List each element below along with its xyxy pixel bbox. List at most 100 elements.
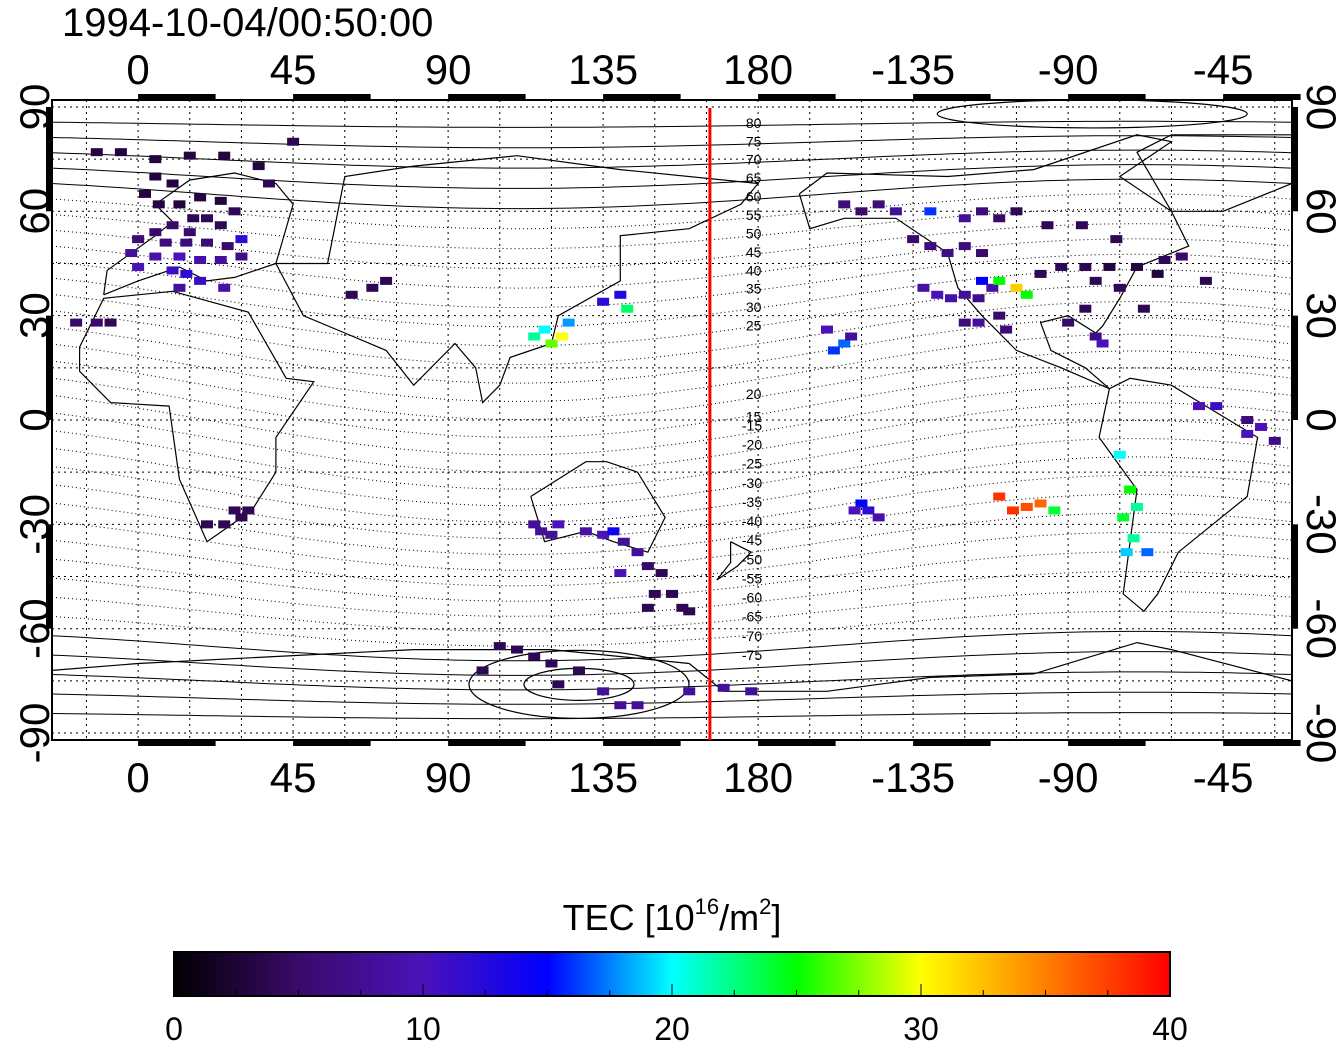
coastline-segment [103,172,294,296]
x-tick-label-bottom: 45 [270,754,317,801]
tec-point [976,276,988,285]
tec-point [214,196,227,205]
frame-bar-top [758,94,836,100]
frame-bar-top [603,94,681,100]
tec-point [917,283,930,292]
tec-point [1175,252,1188,261]
tec-point [173,252,186,261]
tec-point [1089,276,1102,285]
tec-point [287,137,300,146]
tec-point [545,530,558,539]
mag-contour-label: 50 [746,225,762,241]
mag-contour-label: 30 [746,299,762,315]
colorbar-title-exp: 16 [695,894,719,919]
tec-point [562,318,575,327]
mag-contour-line [52,419,1292,490]
colorbar-title-suffix: ] [771,897,781,938]
y-tick-label-right: 30 [1298,292,1344,339]
tec-point [924,207,937,216]
y-tick-label-right: -60 [1298,598,1344,659]
tec-point [166,221,179,230]
contour-labels: 80 75 70 65 60 55 50 45 40 35 30 25 20 15-15 -20 -25 -30… [742,115,762,663]
tec-point [907,235,920,244]
tec-point [1034,269,1047,278]
tec-point [976,249,988,258]
colorbar-tick-label: 10 [405,1011,441,1047]
tec-point [986,283,999,292]
map-title: 1994-10-04/00:50:00 [62,1,433,45]
mag-contour-line [52,402,1292,473]
frame-bar-top [138,94,216,100]
y-tick-label-right: 0 [1298,408,1344,431]
y-tick-labels-right: 90 60 30 0 -30 -60 -90 [1298,84,1344,764]
mag-contour-label: 70 [746,152,762,168]
mag-contour-label: 40 [746,262,762,278]
mag-pole-ring-south-outer [468,649,690,719]
y-tick-label-left: 60 [11,188,58,235]
frame-bar-bottom [448,740,526,746]
mag-contour-line [52,438,1292,507]
y-tick-label-right: -90 [1298,703,1344,764]
y-tick-label-left: 90 [11,84,58,131]
frame-bar-left [46,315,52,420]
tec-point [1113,450,1126,459]
tec-point [845,332,858,341]
mag-contour-line [52,333,1292,402]
mag-contour-line [52,651,1292,676]
mag-contour-line [52,671,1292,691]
mag-contour-line [52,493,1292,556]
mag-pole-ring-north [936,100,1248,129]
tec-point [159,238,172,247]
frame-bar-right [1292,106,1298,212]
x-tick-labels-bottom: 0 45 90 135 180 -135 -90 -45 [126,754,1253,801]
colorbar-tick-label: 30 [903,1011,939,1047]
tec-point [235,252,248,261]
tec-point [1110,235,1123,244]
tec-point [194,193,207,202]
tec-point [139,189,151,198]
tec-point [228,207,241,216]
mag-contour-label: 60 [746,189,762,205]
coastline-segment [716,541,753,581]
mag-contour-line [52,630,1292,662]
tec-point [528,332,541,341]
magnetic-latitude-contours [52,100,1292,720]
mag-contour-label: -40 [742,513,762,529]
tec-point [1113,283,1126,292]
frame-bar-bottom [913,740,991,746]
tec-point [1141,548,1154,557]
mag-contour-line [52,474,1292,540]
tec-point [573,666,585,675]
tec-point [1127,534,1140,543]
coastline-segment [79,290,315,543]
tec-point [972,318,985,327]
tec-point [1007,506,1019,515]
mag-contour-line [52,532,1292,587]
x-tick-label-bottom: -45 [1193,754,1254,801]
x-tick-label-top: 90 [425,46,472,93]
tec-point [214,256,227,264]
x-tick-label-top: 180 [723,46,793,93]
mag-contour-label: 35 [746,281,762,297]
colorbar-tick-label: 40 [1152,1011,1188,1047]
tec-point [1137,304,1150,313]
tec-point [218,283,231,292]
mag-contour-label: -70 [742,628,762,644]
tec-point [221,242,234,251]
frame-bar-right [1292,524,1298,629]
tec-point [1041,221,1054,230]
mag-contour-label: -35 [742,494,762,510]
coastline-segment [275,155,760,404]
tec-point [228,506,241,515]
tec-point [631,548,644,557]
frame-bar-top [1068,94,1146,100]
mag-contour-line [52,712,1292,720]
y-tick-label-left: -90 [11,703,58,764]
tec-point [931,290,944,299]
x-tick-label-bottom: 90 [425,754,472,801]
tec-point [1096,339,1109,348]
x-tick-label-bottom: 135 [568,754,638,801]
mag-contour-label: -75 [742,647,762,663]
tec-point [1151,269,1164,278]
